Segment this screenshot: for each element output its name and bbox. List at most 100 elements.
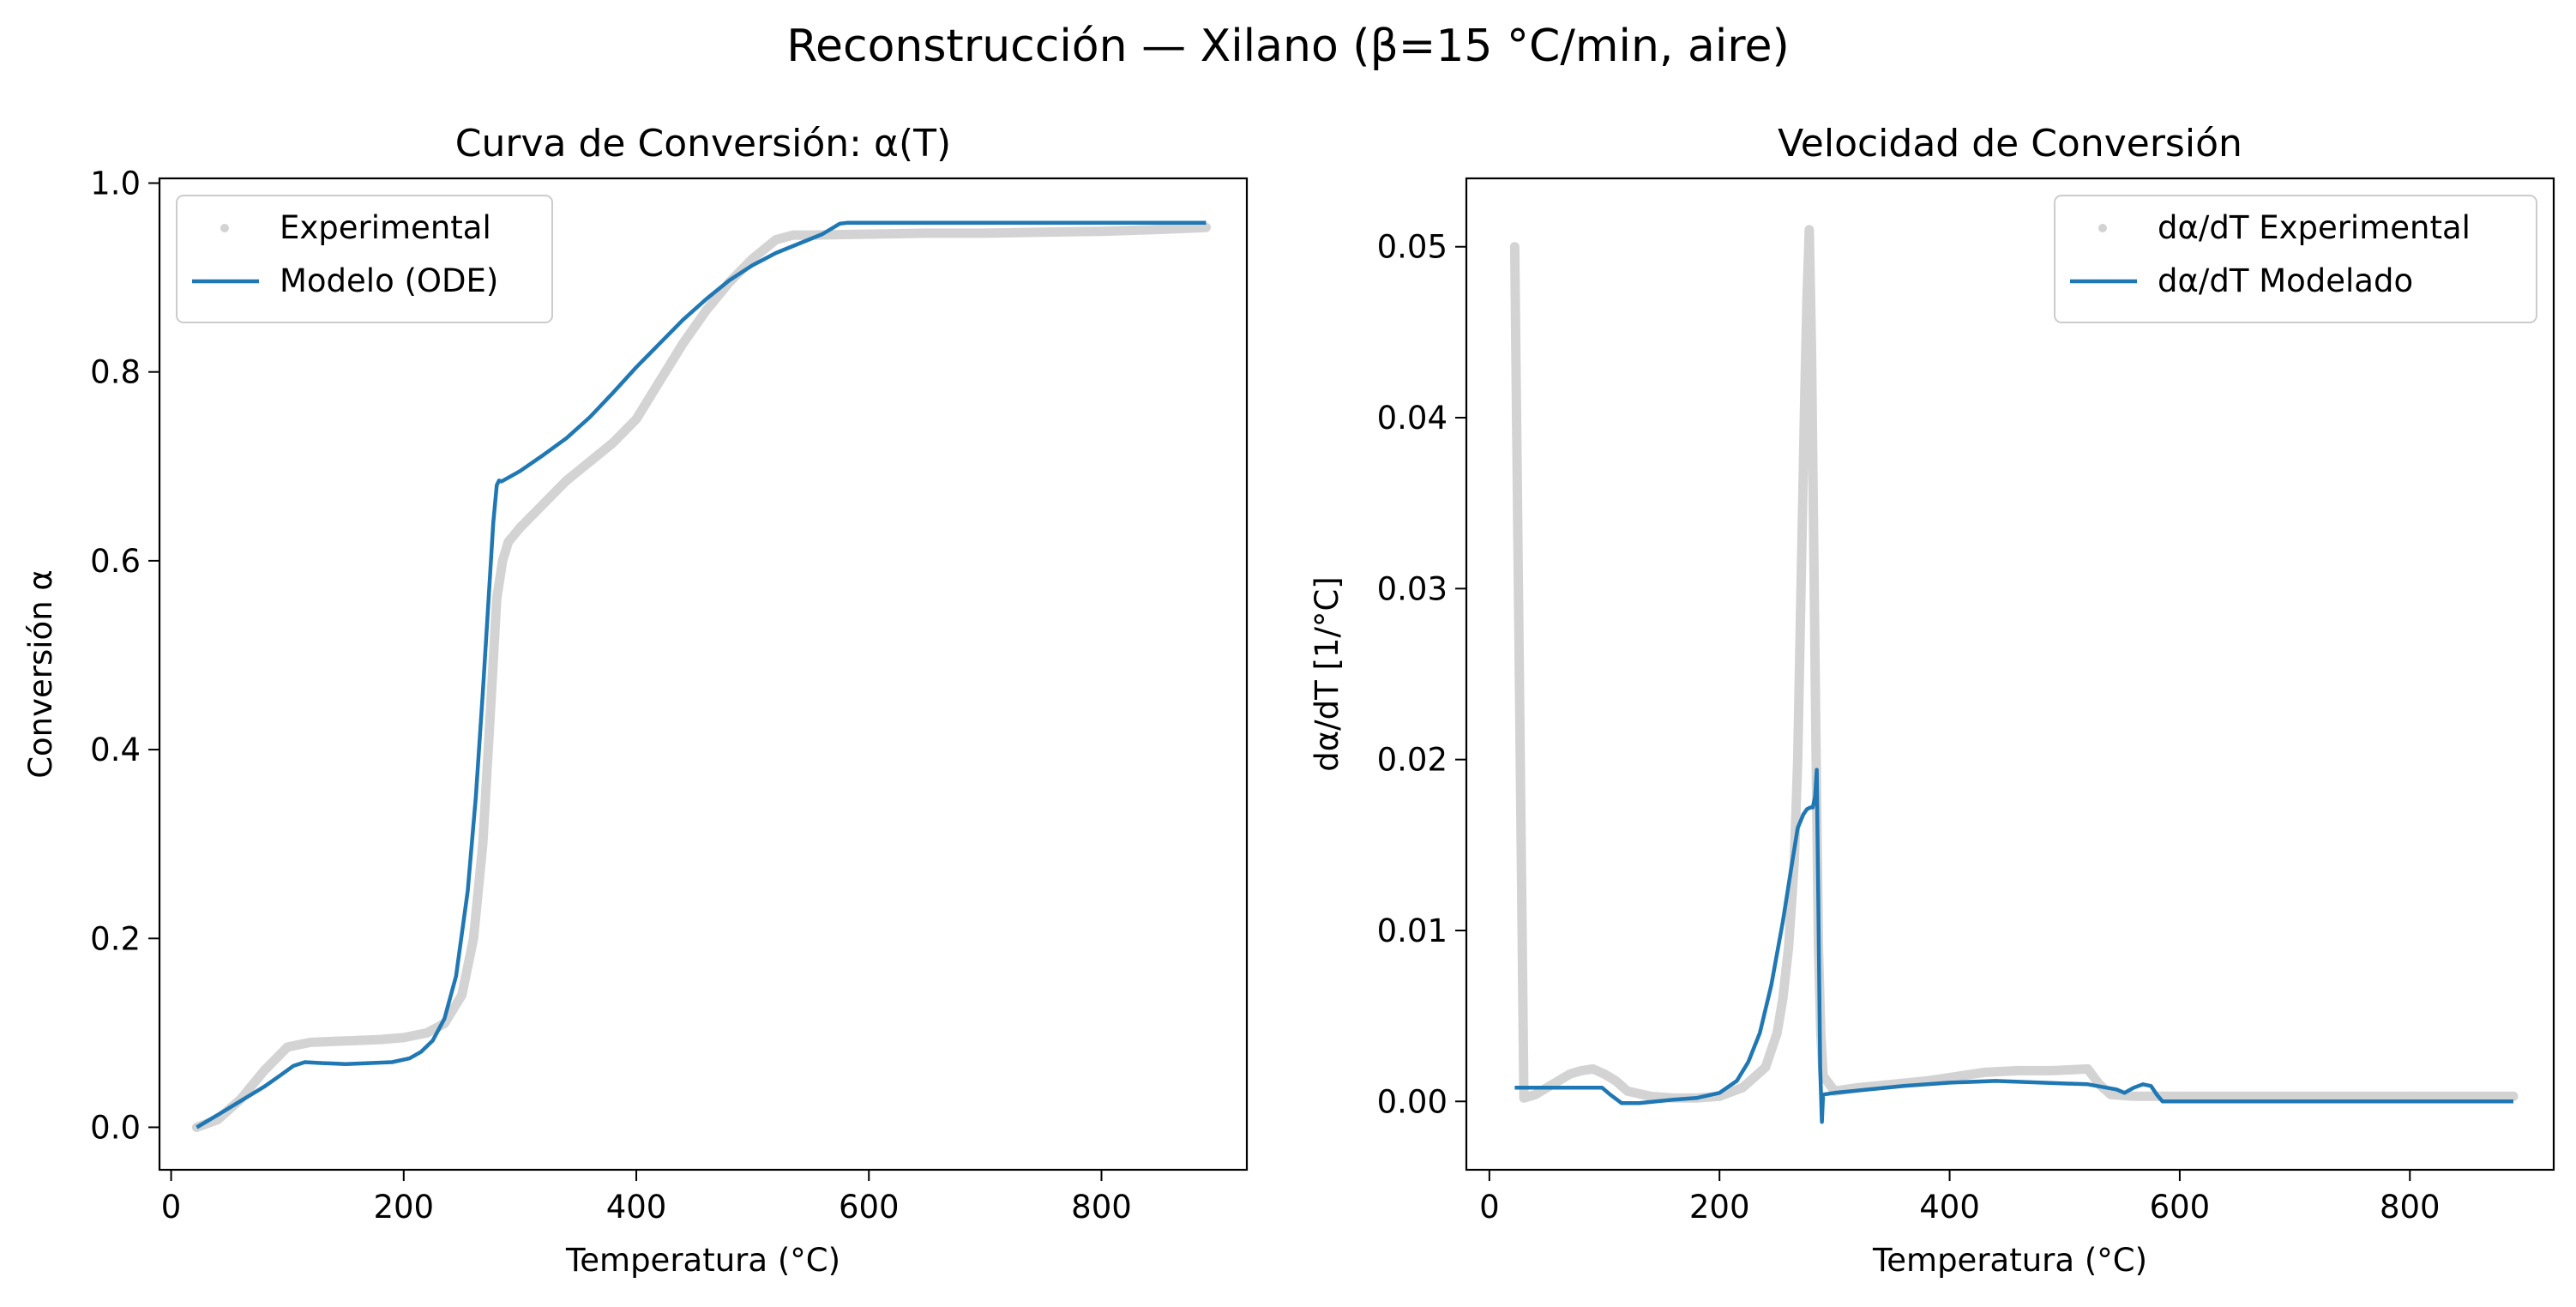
experimental-point [1611, 1076, 1621, 1086]
experimental-point [1201, 223, 1211, 232]
experimental-point [2198, 1092, 2207, 1101]
experimental-point [678, 339, 688, 348]
y-tick-label: 0.03 [1377, 570, 1447, 607]
experimental-point [585, 457, 594, 467]
experimental-point [608, 438, 617, 448]
model-line [196, 220, 1207, 1129]
experimental-point [260, 1066, 269, 1075]
experimental-point [486, 698, 496, 708]
experimental-point [2129, 1092, 2139, 1101]
experimental-point [2049, 1066, 2058, 1075]
x-tick-label: 200 [373, 1189, 434, 1226]
experimental-point [789, 231, 798, 240]
x-axis-label: Temperatura (°C) [565, 1242, 840, 1279]
legend-label: dα/dT Modelado [2158, 262, 2413, 299]
experimental-point [923, 228, 932, 238]
experimental-point [478, 840, 488, 849]
experimental-point [329, 1037, 339, 1046]
experimental-point [701, 306, 711, 316]
experimental-point [748, 254, 757, 263]
series-group [1509, 225, 2519, 1124]
experimental-point [1646, 1092, 1655, 1101]
experimental-point [498, 556, 508, 565]
legend: dα/dT Experimental dα/dT Modelado [2054, 195, 2537, 323]
x-tick-label: 200 [1689, 1189, 1750, 1226]
experimental-point [1811, 755, 1821, 764]
experimental-point [1778, 994, 1787, 1003]
experimental-point [399, 1033, 408, 1042]
conversion-curve-panel: 0 200 400 600 800 0.0 0.2 0.4 0.6 0.8 1.0 Curva de … [22, 122, 1249, 1279]
x-tick-label: 800 [2380, 1189, 2441, 1226]
experimental-point [1038, 227, 1048, 237]
y-tick-label: 0.4 [90, 732, 141, 768]
experimental-point [1760, 1063, 1770, 1072]
experimental-point [1510, 242, 1520, 251]
y-tick-label: 0.05 [1377, 229, 1447, 266]
experimental-point [1809, 550, 1819, 559]
legend-label: Modelo (ODE) [280, 262, 498, 299]
experimental-point [1979, 1068, 1989, 1077]
experimental-point [1800, 396, 1809, 406]
experimental-point [503, 537, 513, 546]
series-group [191, 220, 1211, 1132]
axes-frame [1465, 177, 2555, 1171]
conversion-rate-panel: 0 200 400 600 800 0.00 0.01 0.02 0.03 0.04 0.05 Vel… [1309, 122, 2555, 1279]
experimental-point [1155, 225, 1165, 234]
legend-label: Experimental [280, 209, 491, 246]
experimental-point [2106, 1090, 2116, 1099]
legend-box [176, 195, 553, 323]
experimental-point [1531, 1090, 1540, 1099]
experimental-point [2405, 1092, 2415, 1101]
experimental-point [1804, 225, 1814, 234]
experimental-point [562, 476, 571, 485]
experimental-point [1520, 1093, 1529, 1103]
y-tick-label: 0.01 [1377, 912, 1447, 949]
experimental-point [632, 414, 641, 424]
y-tick-label: 0.8 [90, 354, 141, 391]
experimental-point [1738, 1083, 1748, 1093]
subplot-title: Curva de Conversión: α(T) [455, 122, 951, 166]
experimental-point [306, 1038, 316, 1047]
experimental-point [469, 934, 478, 943]
experimental-point [2290, 1092, 2300, 1101]
subplot-title: Velocidad de Conversión [1778, 122, 2242, 166]
experimental-point [1554, 1076, 1563, 1086]
y-tick-label: 0.2 [90, 920, 141, 957]
x-axis-label: Temperatura (°C) [1872, 1242, 2147, 1279]
x-tick-label: 0 [1479, 1189, 1500, 1226]
experimental-point [1803, 293, 1812, 303]
y-tick-label: 1.0 [90, 166, 141, 202]
y-tick-label: 0.0 [90, 1109, 141, 1146]
y-axis-label: Conversión α [22, 569, 59, 779]
axes-frame [158, 177, 1249, 1171]
experimental-point [352, 1036, 362, 1045]
figure-title: Reconstrucción — Xilano (β=15 °C/min, ai… [786, 21, 1790, 72]
x-tick-label: 400 [606, 1189, 667, 1226]
experimental-point [283, 1042, 292, 1051]
experimental-point [1565, 1069, 1574, 1079]
model-line [1514, 768, 2513, 1124]
x-tick-label: 0 [161, 1189, 182, 1226]
x-tick-label: 600 [2150, 1189, 2211, 1226]
experimental-point [492, 593, 502, 603]
experimental-point [1797, 515, 1807, 525]
experimental-point [1588, 1064, 1598, 1074]
experimental-point [1600, 1069, 1610, 1079]
experimental-point [1773, 1028, 1782, 1038]
y-axis-label: dα/dT [1/°C] [1309, 576, 1345, 771]
y-tick-label: 0.02 [1377, 742, 1447, 779]
experimental-point [1622, 1087, 1632, 1096]
legend-box [2054, 195, 2537, 323]
y-tick-label: 0.04 [1377, 400, 1447, 437]
experimental-point [376, 1035, 385, 1045]
experimental-point [457, 991, 466, 1000]
experimental-point [422, 1028, 431, 1038]
legend: Experimental Modelo (ODE) [176, 195, 553, 323]
experimental-point [655, 376, 665, 386]
y-tick-label: 0.6 [90, 543, 141, 580]
experimental-band [191, 222, 1211, 1132]
experimental-point [1097, 226, 1106, 236]
experimental-point [1784, 943, 1793, 952]
experimental-point [539, 499, 548, 509]
